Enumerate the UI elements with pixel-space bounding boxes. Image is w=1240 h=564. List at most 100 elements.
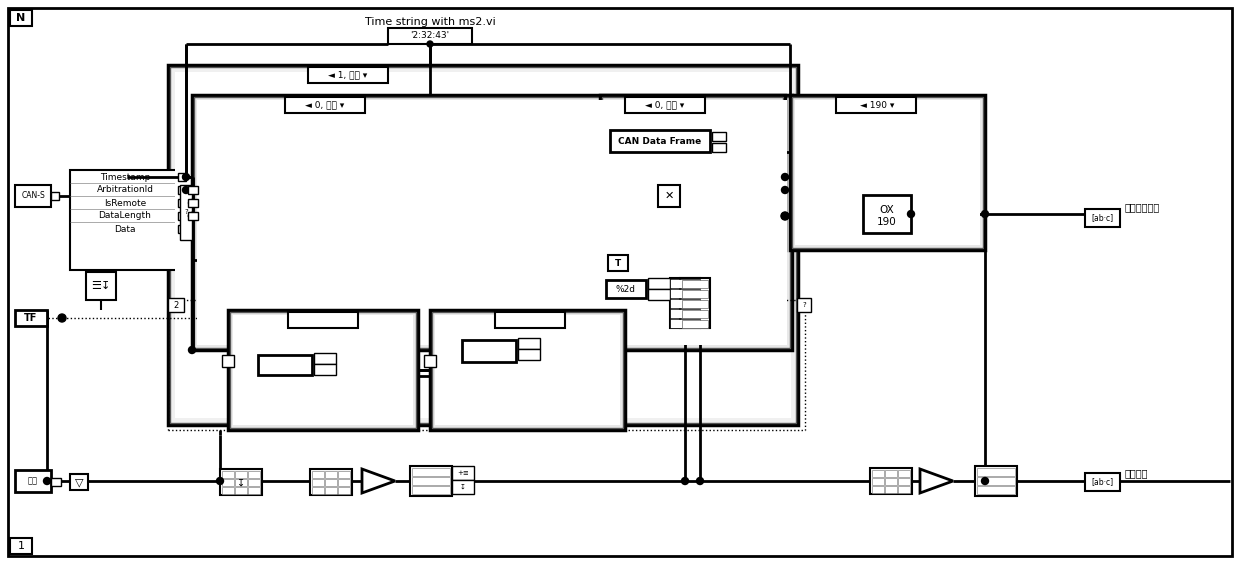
FancyBboxPatch shape (325, 471, 337, 478)
Circle shape (781, 213, 789, 219)
FancyBboxPatch shape (339, 487, 350, 494)
FancyBboxPatch shape (339, 471, 350, 478)
Text: ◄ 1, 默认 ▾: ◄ 1, 默认 ▾ (329, 70, 367, 80)
FancyBboxPatch shape (463, 340, 516, 362)
FancyBboxPatch shape (682, 300, 708, 308)
FancyBboxPatch shape (69, 474, 88, 490)
FancyBboxPatch shape (248, 479, 260, 486)
Text: OX: OX (879, 205, 894, 215)
FancyBboxPatch shape (898, 470, 910, 477)
Text: ?: ? (428, 358, 432, 364)
Circle shape (58, 314, 66, 322)
FancyBboxPatch shape (228, 310, 418, 430)
FancyBboxPatch shape (188, 212, 198, 220)
FancyBboxPatch shape (600, 95, 785, 250)
FancyBboxPatch shape (388, 28, 472, 44)
Text: Timestamp: Timestamp (99, 173, 150, 182)
Text: T: T (615, 258, 621, 267)
FancyBboxPatch shape (179, 225, 186, 233)
FancyBboxPatch shape (310, 469, 352, 495)
FancyBboxPatch shape (601, 97, 782, 248)
Text: ?: ? (184, 209, 188, 215)
FancyBboxPatch shape (15, 310, 47, 326)
FancyBboxPatch shape (314, 364, 336, 375)
Text: ◄ 190 ▾: ◄ 190 ▾ (859, 100, 894, 109)
Text: 实时: 实时 (29, 477, 38, 486)
FancyBboxPatch shape (872, 470, 884, 477)
Text: ↧: ↧ (460, 484, 466, 490)
FancyBboxPatch shape (670, 309, 701, 318)
Text: '2:32:43': '2:32:43' (410, 32, 450, 41)
FancyBboxPatch shape (248, 487, 260, 494)
FancyBboxPatch shape (314, 353, 336, 364)
FancyBboxPatch shape (51, 192, 60, 200)
Text: Data: Data (114, 224, 135, 233)
FancyBboxPatch shape (193, 97, 790, 348)
FancyBboxPatch shape (682, 280, 708, 288)
Text: □+: □+ (714, 146, 724, 151)
FancyBboxPatch shape (179, 186, 186, 194)
FancyBboxPatch shape (412, 486, 450, 494)
Text: ✕: ✕ (665, 191, 673, 201)
Circle shape (188, 346, 196, 354)
FancyBboxPatch shape (977, 486, 1016, 494)
FancyBboxPatch shape (453, 480, 474, 494)
Text: ◄ 0, 默认 ▾: ◄ 0, 默认 ▾ (305, 100, 345, 109)
Circle shape (781, 212, 789, 220)
Text: %602x: %602x (269, 360, 300, 369)
Circle shape (217, 478, 223, 484)
Text: 2: 2 (174, 301, 179, 310)
FancyBboxPatch shape (236, 479, 247, 486)
FancyBboxPatch shape (797, 298, 811, 312)
FancyBboxPatch shape (863, 195, 911, 233)
FancyBboxPatch shape (872, 486, 884, 493)
FancyBboxPatch shape (682, 310, 708, 318)
FancyBboxPatch shape (682, 320, 708, 328)
FancyBboxPatch shape (308, 67, 388, 83)
FancyBboxPatch shape (15, 185, 51, 207)
Circle shape (188, 213, 196, 219)
Circle shape (982, 210, 988, 218)
FancyBboxPatch shape (625, 97, 706, 113)
Text: +%: +% (653, 280, 665, 285)
FancyBboxPatch shape (682, 290, 708, 298)
FancyBboxPatch shape (192, 95, 792, 350)
FancyBboxPatch shape (180, 185, 192, 240)
Text: TF: TF (25, 313, 37, 323)
FancyBboxPatch shape (312, 479, 324, 486)
FancyBboxPatch shape (885, 478, 897, 485)
FancyBboxPatch shape (795, 100, 980, 245)
Circle shape (781, 187, 789, 193)
FancyBboxPatch shape (670, 319, 701, 328)
FancyBboxPatch shape (898, 486, 910, 493)
FancyBboxPatch shape (229, 312, 415, 428)
Text: IsRemote: IsRemote (104, 199, 146, 208)
FancyBboxPatch shape (412, 468, 450, 476)
Circle shape (188, 200, 196, 206)
Text: +%: +% (523, 341, 534, 346)
Text: ≡↧: ≡↧ (319, 367, 331, 373)
FancyBboxPatch shape (412, 477, 450, 485)
Text: +≡: +≡ (458, 470, 469, 476)
Text: [ab·c]: [ab·c] (1091, 478, 1114, 487)
Circle shape (43, 478, 51, 484)
Text: ?: ? (802, 302, 806, 308)
FancyBboxPatch shape (222, 487, 234, 494)
Text: CAN-S: CAN-S (21, 192, 45, 200)
FancyBboxPatch shape (680, 278, 711, 328)
FancyBboxPatch shape (670, 289, 701, 298)
FancyBboxPatch shape (432, 312, 622, 428)
FancyBboxPatch shape (649, 289, 670, 300)
Text: □+: □+ (714, 134, 724, 139)
Text: tm: tm (655, 293, 663, 297)
FancyBboxPatch shape (410, 466, 453, 496)
FancyBboxPatch shape (1085, 473, 1120, 491)
FancyBboxPatch shape (10, 538, 32, 554)
Text: CAN Data Frame: CAN Data Frame (619, 136, 702, 146)
FancyBboxPatch shape (977, 477, 1016, 485)
FancyBboxPatch shape (885, 486, 897, 493)
FancyBboxPatch shape (236, 487, 247, 494)
FancyBboxPatch shape (872, 478, 884, 485)
FancyBboxPatch shape (167, 298, 184, 312)
Text: ◄ 0, 默认 ▾: ◄ 0, 默认 ▾ (645, 100, 684, 109)
